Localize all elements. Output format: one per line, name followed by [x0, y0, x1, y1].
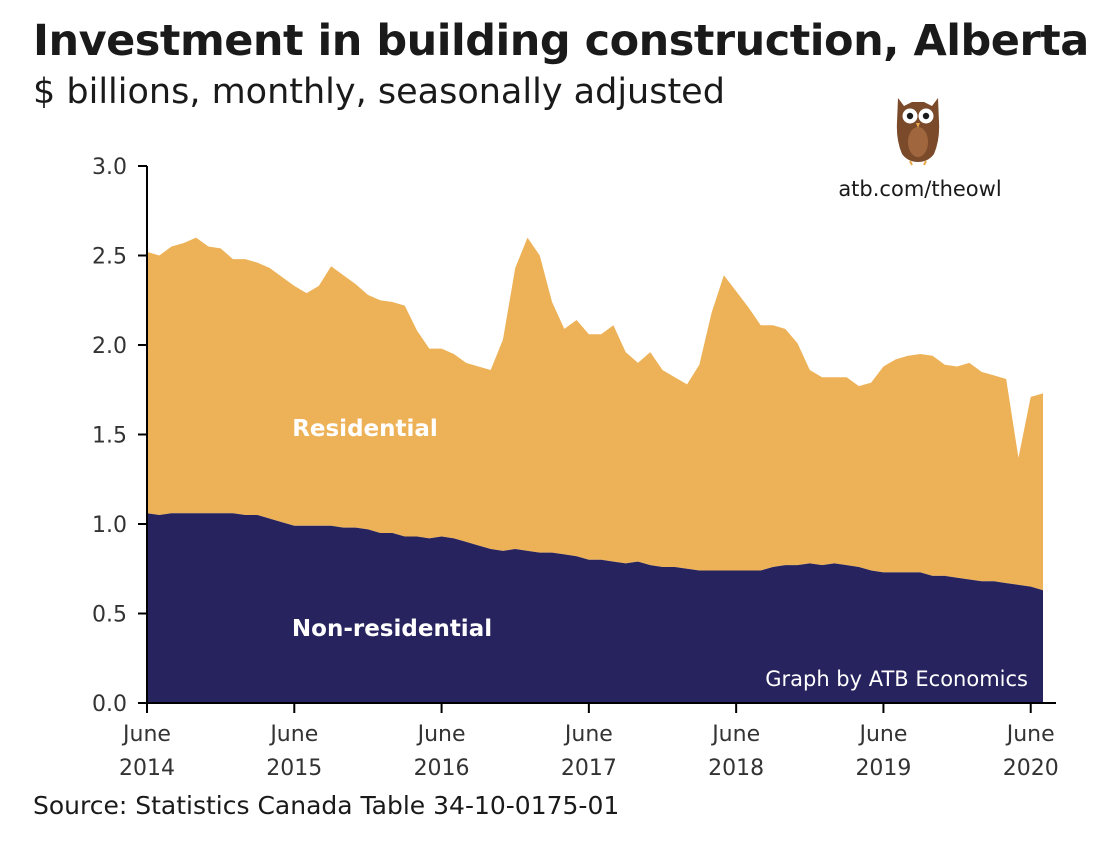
chart-title: Investment in building construction, Alb…	[33, 16, 1089, 66]
y-tick-label: 3.0	[92, 155, 127, 180]
y-tick-label: 2.0	[92, 334, 127, 359]
x-tick-label-year: 2017	[561, 756, 617, 781]
x-tick-label-year: 2018	[708, 756, 764, 781]
branding-url: atb.com/theowl	[838, 177, 1001, 201]
chart-labels: Residential Non-residential	[292, 416, 492, 642]
source-note: Source: Statistics Canada Table 34-10-01…	[33, 791, 620, 820]
non-residential-label: Non-residential	[292, 616, 492, 642]
x-tick-label-year: 2015	[266, 756, 322, 781]
x-tick-label-month: June	[857, 722, 907, 747]
non-residential-area	[147, 513, 1043, 703]
y-tick-label: 0.0	[92, 692, 127, 717]
x-tick-label-year: 2020	[1003, 756, 1059, 781]
chart-areas	[147, 237, 1043, 703]
chart-subtitle: $ billions, monthly, seasonally adjusted	[33, 72, 725, 112]
y-tick-label: 1.5	[92, 424, 127, 449]
x-tick-label-year: 2014	[119, 756, 175, 781]
residential-label: Residential	[292, 416, 438, 442]
x-tick-label-year: 2019	[855, 756, 911, 781]
chart-axes: 0.0 0.5 1.0 1.5 2.0 2.5 3.0 June 2014 June 2015 Jun…	[92, 155, 1059, 781]
owl-icon	[896, 98, 940, 166]
graph-credit: Graph by ATB Economics	[765, 667, 1028, 691]
branding: atb.com/theowl Graph by ATB Economics	[765, 98, 1028, 691]
y-tick-label: 1.0	[92, 513, 127, 538]
x-tick-label-month: June	[1005, 722, 1055, 747]
x-tick-label-month: June	[416, 722, 466, 747]
x-tick-label-month: June	[563, 722, 613, 747]
y-tick-label: 2.5	[92, 245, 127, 270]
x-tick-label-year: 2016	[414, 756, 470, 781]
x-tick-label-month: June	[268, 722, 318, 747]
residential-area	[147, 237, 1043, 591]
x-tick-label-month: June	[710, 722, 760, 747]
y-tick-label: 0.5	[92, 603, 127, 628]
x-tick-label-month: June	[121, 722, 171, 747]
